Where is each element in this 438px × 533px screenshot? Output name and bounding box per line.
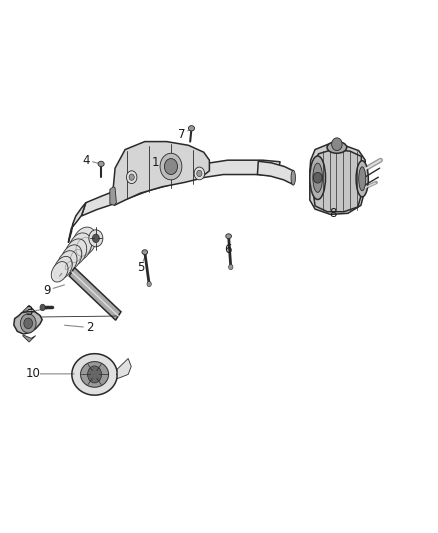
Circle shape [313,172,322,183]
Text: 9: 9 [43,284,50,297]
Ellipse shape [65,239,87,265]
Ellipse shape [359,167,366,191]
Polygon shape [81,160,280,216]
Ellipse shape [291,170,295,185]
Ellipse shape [313,163,322,192]
Text: 5: 5 [137,261,144,274]
Polygon shape [81,362,109,387]
Ellipse shape [61,245,82,270]
Ellipse shape [226,234,231,239]
Ellipse shape [54,256,72,279]
Circle shape [92,234,99,243]
Ellipse shape [57,251,77,275]
Polygon shape [68,203,86,243]
Circle shape [194,167,205,180]
Text: 2: 2 [86,321,94,334]
Polygon shape [22,336,35,342]
Circle shape [88,366,102,383]
Polygon shape [110,187,117,205]
Polygon shape [310,144,365,214]
Circle shape [89,230,103,247]
Circle shape [24,318,32,329]
Polygon shape [258,161,293,184]
Ellipse shape [356,161,368,197]
Ellipse shape [188,126,194,131]
Text: 8: 8 [329,207,336,220]
Text: 10: 10 [26,367,41,381]
Circle shape [20,314,36,333]
Circle shape [147,281,151,287]
Circle shape [197,170,202,176]
Ellipse shape [73,227,96,256]
Text: 7: 7 [178,128,186,141]
Ellipse shape [98,161,104,166]
Circle shape [164,159,177,174]
Ellipse shape [69,233,92,261]
Ellipse shape [142,250,148,255]
Polygon shape [22,305,35,312]
Text: 3: 3 [25,305,33,318]
Circle shape [40,304,45,311]
Circle shape [127,171,137,183]
Ellipse shape [327,142,347,154]
Circle shape [129,174,134,180]
Text: 6: 6 [224,243,231,256]
Text: 4: 4 [82,154,90,167]
Ellipse shape [51,262,68,282]
Polygon shape [90,233,99,244]
Polygon shape [113,142,209,205]
Circle shape [332,138,342,151]
Circle shape [160,154,182,180]
Polygon shape [313,150,361,212]
Polygon shape [69,268,121,320]
Polygon shape [14,312,42,334]
Polygon shape [117,359,131,378]
Text: 1: 1 [152,156,159,169]
Polygon shape [72,354,117,395]
Circle shape [229,264,233,270]
Ellipse shape [310,156,325,199]
